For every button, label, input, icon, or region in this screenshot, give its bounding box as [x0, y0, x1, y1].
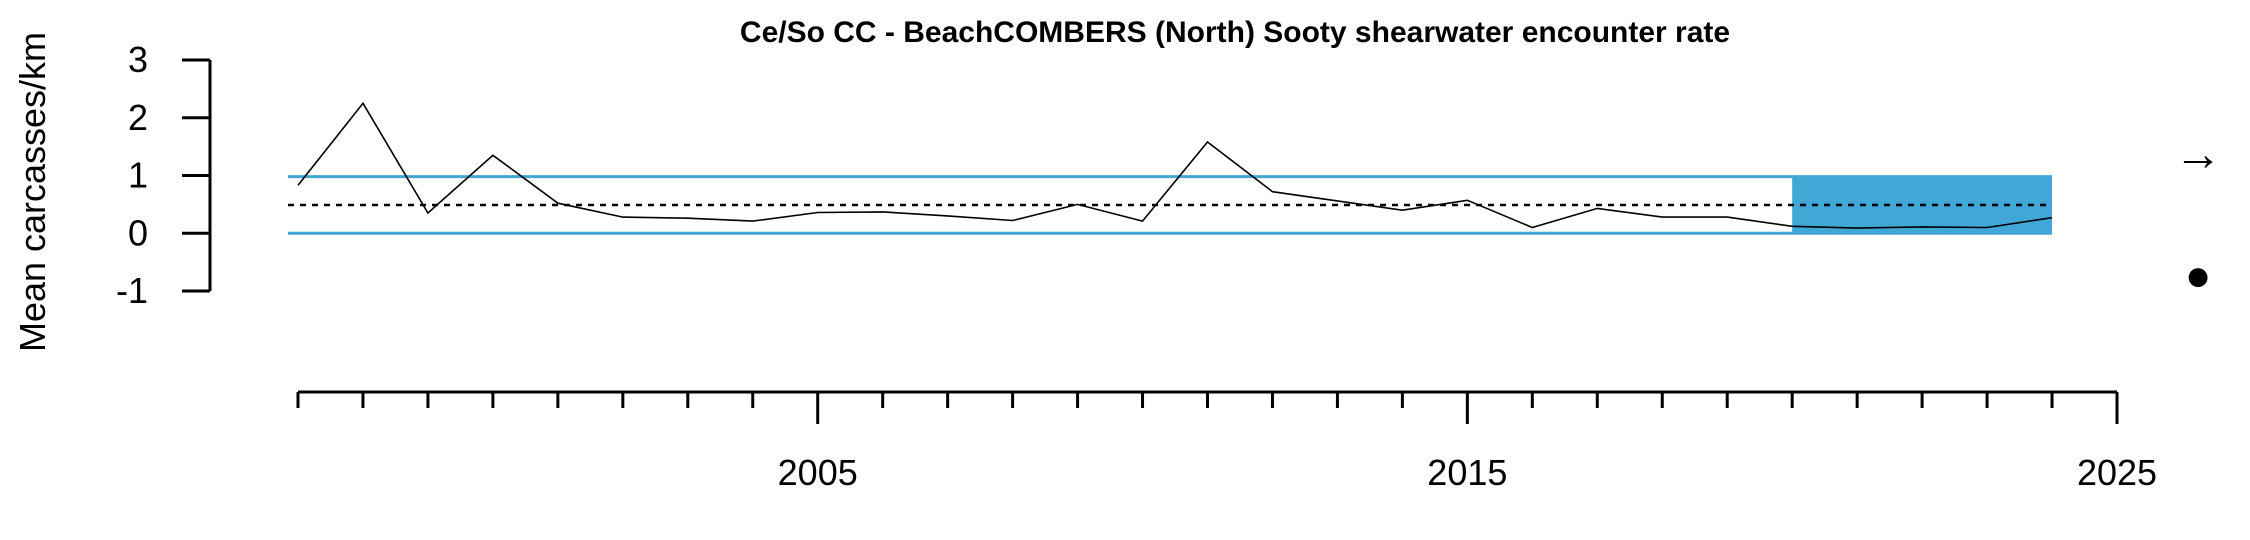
y-tick-label: 3: [128, 39, 148, 80]
plot-area: 3 2 1 0 -1 2005 2015 2025: [116, 39, 2157, 493]
y-axis-label: Mean carcasses/km: [12, 32, 53, 352]
y-tick-label: -1: [116, 270, 148, 311]
trend-arrow-icon: →: [2174, 128, 2222, 181]
status-dot-icon: ●: [2185, 251, 2212, 300]
x-tick-label: 2015: [1427, 452, 1507, 493]
series-line-0: [297, 101, 2053, 229]
y-tick-label: 1: [128, 155, 148, 196]
x-tick-label: 2025: [2077, 452, 2157, 493]
chart-title: Ce/So CC - BeachCOMBERS (North) Sooty sh…: [740, 16, 1730, 49]
y-tick-label: 2: [128, 97, 148, 138]
y-tick-label: 0: [128, 212, 148, 253]
x-tick-label: 2005: [778, 452, 858, 493]
